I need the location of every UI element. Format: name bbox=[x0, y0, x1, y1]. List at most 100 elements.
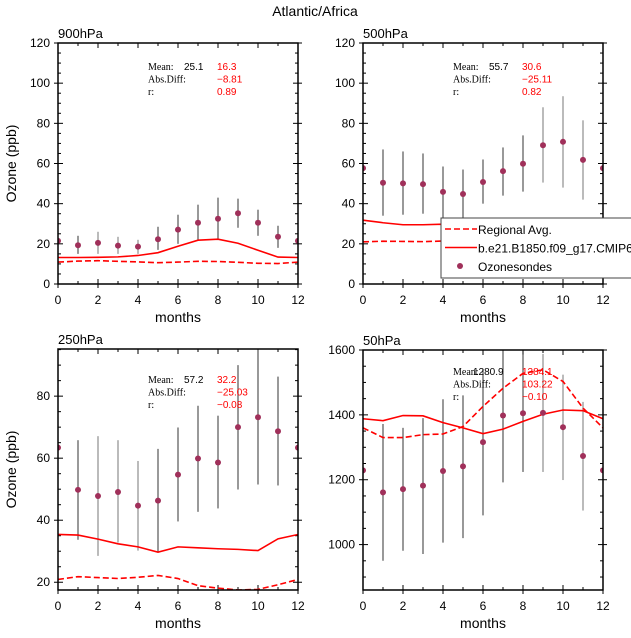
panel-title: 500hPa bbox=[363, 26, 409, 41]
y-tick-label: 40 bbox=[37, 513, 51, 527]
obs-point bbox=[440, 467, 446, 474]
x-tick-label: 12 bbox=[596, 599, 610, 613]
panel-title: 250hPa bbox=[58, 332, 104, 347]
stats-obs-value: 57.2 bbox=[184, 375, 204, 386]
x-tick-label: 6 bbox=[480, 599, 487, 613]
y-tick-label: 120 bbox=[335, 36, 355, 50]
obs-point bbox=[135, 502, 141, 509]
stats-label: Abs.Diff: bbox=[148, 75, 186, 86]
stats-model-value: −0.08 bbox=[217, 400, 243, 411]
y-tick-label: 0 bbox=[43, 277, 50, 291]
legend-label: Regional Avg. bbox=[478, 223, 552, 237]
plot-area bbox=[58, 349, 298, 590]
obs-point bbox=[560, 424, 566, 431]
obs-point bbox=[135, 243, 141, 250]
panel-50hPa: 50hPa 0 2 4 6 8 10 12 1000 1200 1400 1600 months Mean… bbox=[328, 333, 610, 631]
x-tick-label: 6 bbox=[175, 293, 182, 307]
y-tick-label: 60 bbox=[37, 157, 51, 171]
obs-point bbox=[480, 178, 486, 185]
stats-model-value: 16.3 bbox=[217, 62, 237, 73]
x-tick-label: 10 bbox=[251, 293, 265, 307]
obs-point bbox=[520, 160, 526, 167]
stats-obs-value: 1280.9 bbox=[473, 367, 504, 378]
series-line-dashed bbox=[363, 368, 603, 439]
stats-model-value: 32.2 bbox=[217, 375, 237, 386]
y-tick-label: 1000 bbox=[328, 538, 355, 552]
y-tick-label: 100 bbox=[335, 76, 355, 90]
x-tick-label: 0 bbox=[55, 599, 62, 613]
y-tick-label: 20 bbox=[37, 237, 51, 251]
stats-label: r: bbox=[453, 87, 459, 98]
x-tick-label: 4 bbox=[440, 599, 447, 613]
stats-model-value: 30.6 bbox=[522, 62, 542, 73]
obs-point bbox=[440, 188, 446, 195]
y-tick-label: 1200 bbox=[328, 473, 355, 487]
obs-point bbox=[115, 242, 121, 249]
panel-title: 50hPa bbox=[363, 333, 401, 348]
obs-point bbox=[480, 439, 486, 446]
stats-obs-value: 55.7 bbox=[489, 62, 509, 73]
y-tick-label: 20 bbox=[342, 237, 356, 251]
y-tick-label: 0 bbox=[348, 277, 355, 291]
legend-label: b.e21.B1850.f09_g17.CMIP6-p bbox=[478, 242, 631, 256]
obs-point bbox=[75, 486, 81, 493]
obs-point bbox=[420, 181, 426, 188]
obs-point bbox=[580, 156, 586, 163]
y-tick-label: 1600 bbox=[328, 343, 355, 357]
stats-model-value: −0.10 bbox=[522, 392, 548, 403]
series-line-solid bbox=[363, 409, 603, 435]
y-tick-label: 20 bbox=[37, 575, 51, 589]
panel-title: 900hPa bbox=[58, 26, 104, 41]
obs-point bbox=[75, 242, 81, 249]
obs-point bbox=[500, 168, 506, 175]
obs-point bbox=[115, 488, 121, 495]
obs-point bbox=[520, 410, 526, 417]
obs-point bbox=[155, 497, 161, 504]
x-tick-label: 12 bbox=[291, 599, 305, 613]
x-tick-label: 4 bbox=[135, 599, 142, 613]
stats-model-value: 1384.1 bbox=[522, 367, 553, 378]
obs-point bbox=[500, 412, 506, 419]
obs-point bbox=[275, 428, 281, 435]
x-tick-label: 8 bbox=[520, 599, 527, 613]
obs-point bbox=[195, 455, 201, 462]
obs-point bbox=[175, 471, 181, 478]
y-tick-label: 40 bbox=[342, 197, 356, 211]
stats-label: Abs.Diff: bbox=[148, 388, 186, 399]
stats-model-value: 103.22 bbox=[522, 380, 553, 391]
x-tick-label: 2 bbox=[400, 293, 407, 307]
stats-label: Mean: bbox=[453, 62, 479, 73]
plot-area bbox=[363, 350, 603, 561]
y-tick-label: 60 bbox=[342, 157, 356, 171]
series-line-solid bbox=[58, 238, 298, 259]
stats-model-value: 0.89 bbox=[217, 87, 237, 98]
obs-point bbox=[235, 210, 241, 217]
obs-point bbox=[380, 489, 386, 496]
x-tick-label: 10 bbox=[251, 599, 265, 613]
obs-point bbox=[215, 459, 221, 466]
plot-frame bbox=[57, 348, 299, 591]
legend-label: Ozonesondes bbox=[478, 260, 552, 274]
obs-point bbox=[195, 219, 201, 226]
obs-point bbox=[460, 463, 466, 470]
obs-point bbox=[275, 233, 281, 240]
x-axis-label: months bbox=[460, 309, 506, 325]
stats-label: Abs.Diff: bbox=[453, 75, 491, 86]
y-tick-label: 80 bbox=[342, 116, 356, 130]
figure-title: Atlantic/Africa bbox=[272, 3, 358, 19]
x-axis-label: months bbox=[155, 615, 201, 631]
x-tick-label: 0 bbox=[360, 293, 367, 307]
legend: Regional Avg. b.e21.B1850.f09_g17.CMIP6-p… bbox=[440, 217, 631, 279]
obs-point bbox=[95, 239, 101, 246]
stats-label: r: bbox=[148, 400, 154, 411]
stats-label: Abs.Diff: bbox=[453, 380, 491, 391]
y-tick-label: 1400 bbox=[328, 408, 355, 422]
stats-model-value: 0.82 bbox=[522, 87, 542, 98]
stats-label: r: bbox=[148, 87, 154, 98]
x-tick-label: 4 bbox=[440, 293, 447, 307]
obs-point bbox=[540, 409, 546, 416]
stats-model-value: −25.03 bbox=[217, 388, 248, 399]
obs-point bbox=[460, 191, 466, 198]
